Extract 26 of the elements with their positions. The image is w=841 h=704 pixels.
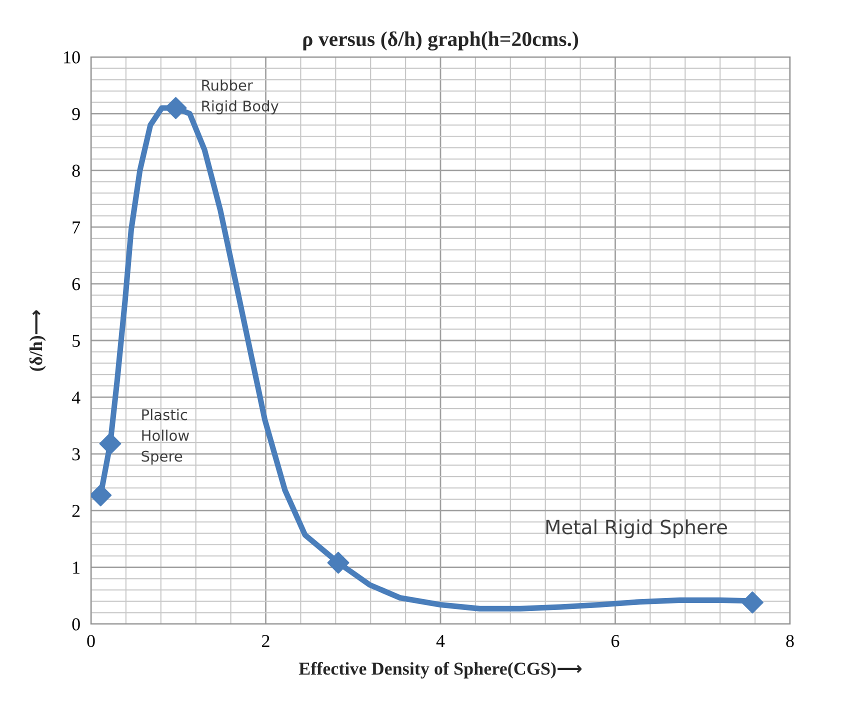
annotation: Plastic Hollow Spere [142, 408, 190, 465]
y-axis-title: (δ/h)⟶ [29, 310, 46, 371]
y-tick-label: 5 [72, 334, 80, 347]
x-tick-label: 2 [262, 634, 270, 647]
annotation: Rubber Rigid Body [202, 79, 279, 114]
x-tick-label: 6 [612, 634, 620, 648]
x-tick-label: 8 [786, 634, 794, 648]
y-tick-label: 10 [64, 51, 80, 64]
annotation: Metal Rigid Sphere [546, 519, 727, 538]
y-tick-label: 2 [72, 504, 80, 517]
point [741, 591, 764, 614]
y-tick-label: 9 [72, 108, 80, 120]
y-tick-label: 7 [72, 222, 80, 234]
point [327, 552, 350, 574]
y-tick-label: 8 [72, 164, 80, 177]
chart-title: ρ versus (δ/h) graph(h=20cms.) [303, 31, 578, 50]
y-tick-label: 6 [72, 278, 80, 290]
y-tick-label: 1 [73, 562, 80, 574]
x-tick-label: 4 [436, 635, 445, 647]
y-tick-label: 3 [72, 448, 80, 460]
x-tick-label: 0 [87, 634, 95, 648]
point [91, 484, 112, 506]
y-tick-label: 4 [72, 392, 80, 404]
point [99, 432, 122, 455]
y-tick-label: 0 [72, 618, 80, 630]
x-axis-title: Effective Density of Sphere(CGS)⟶ [298, 662, 582, 679]
